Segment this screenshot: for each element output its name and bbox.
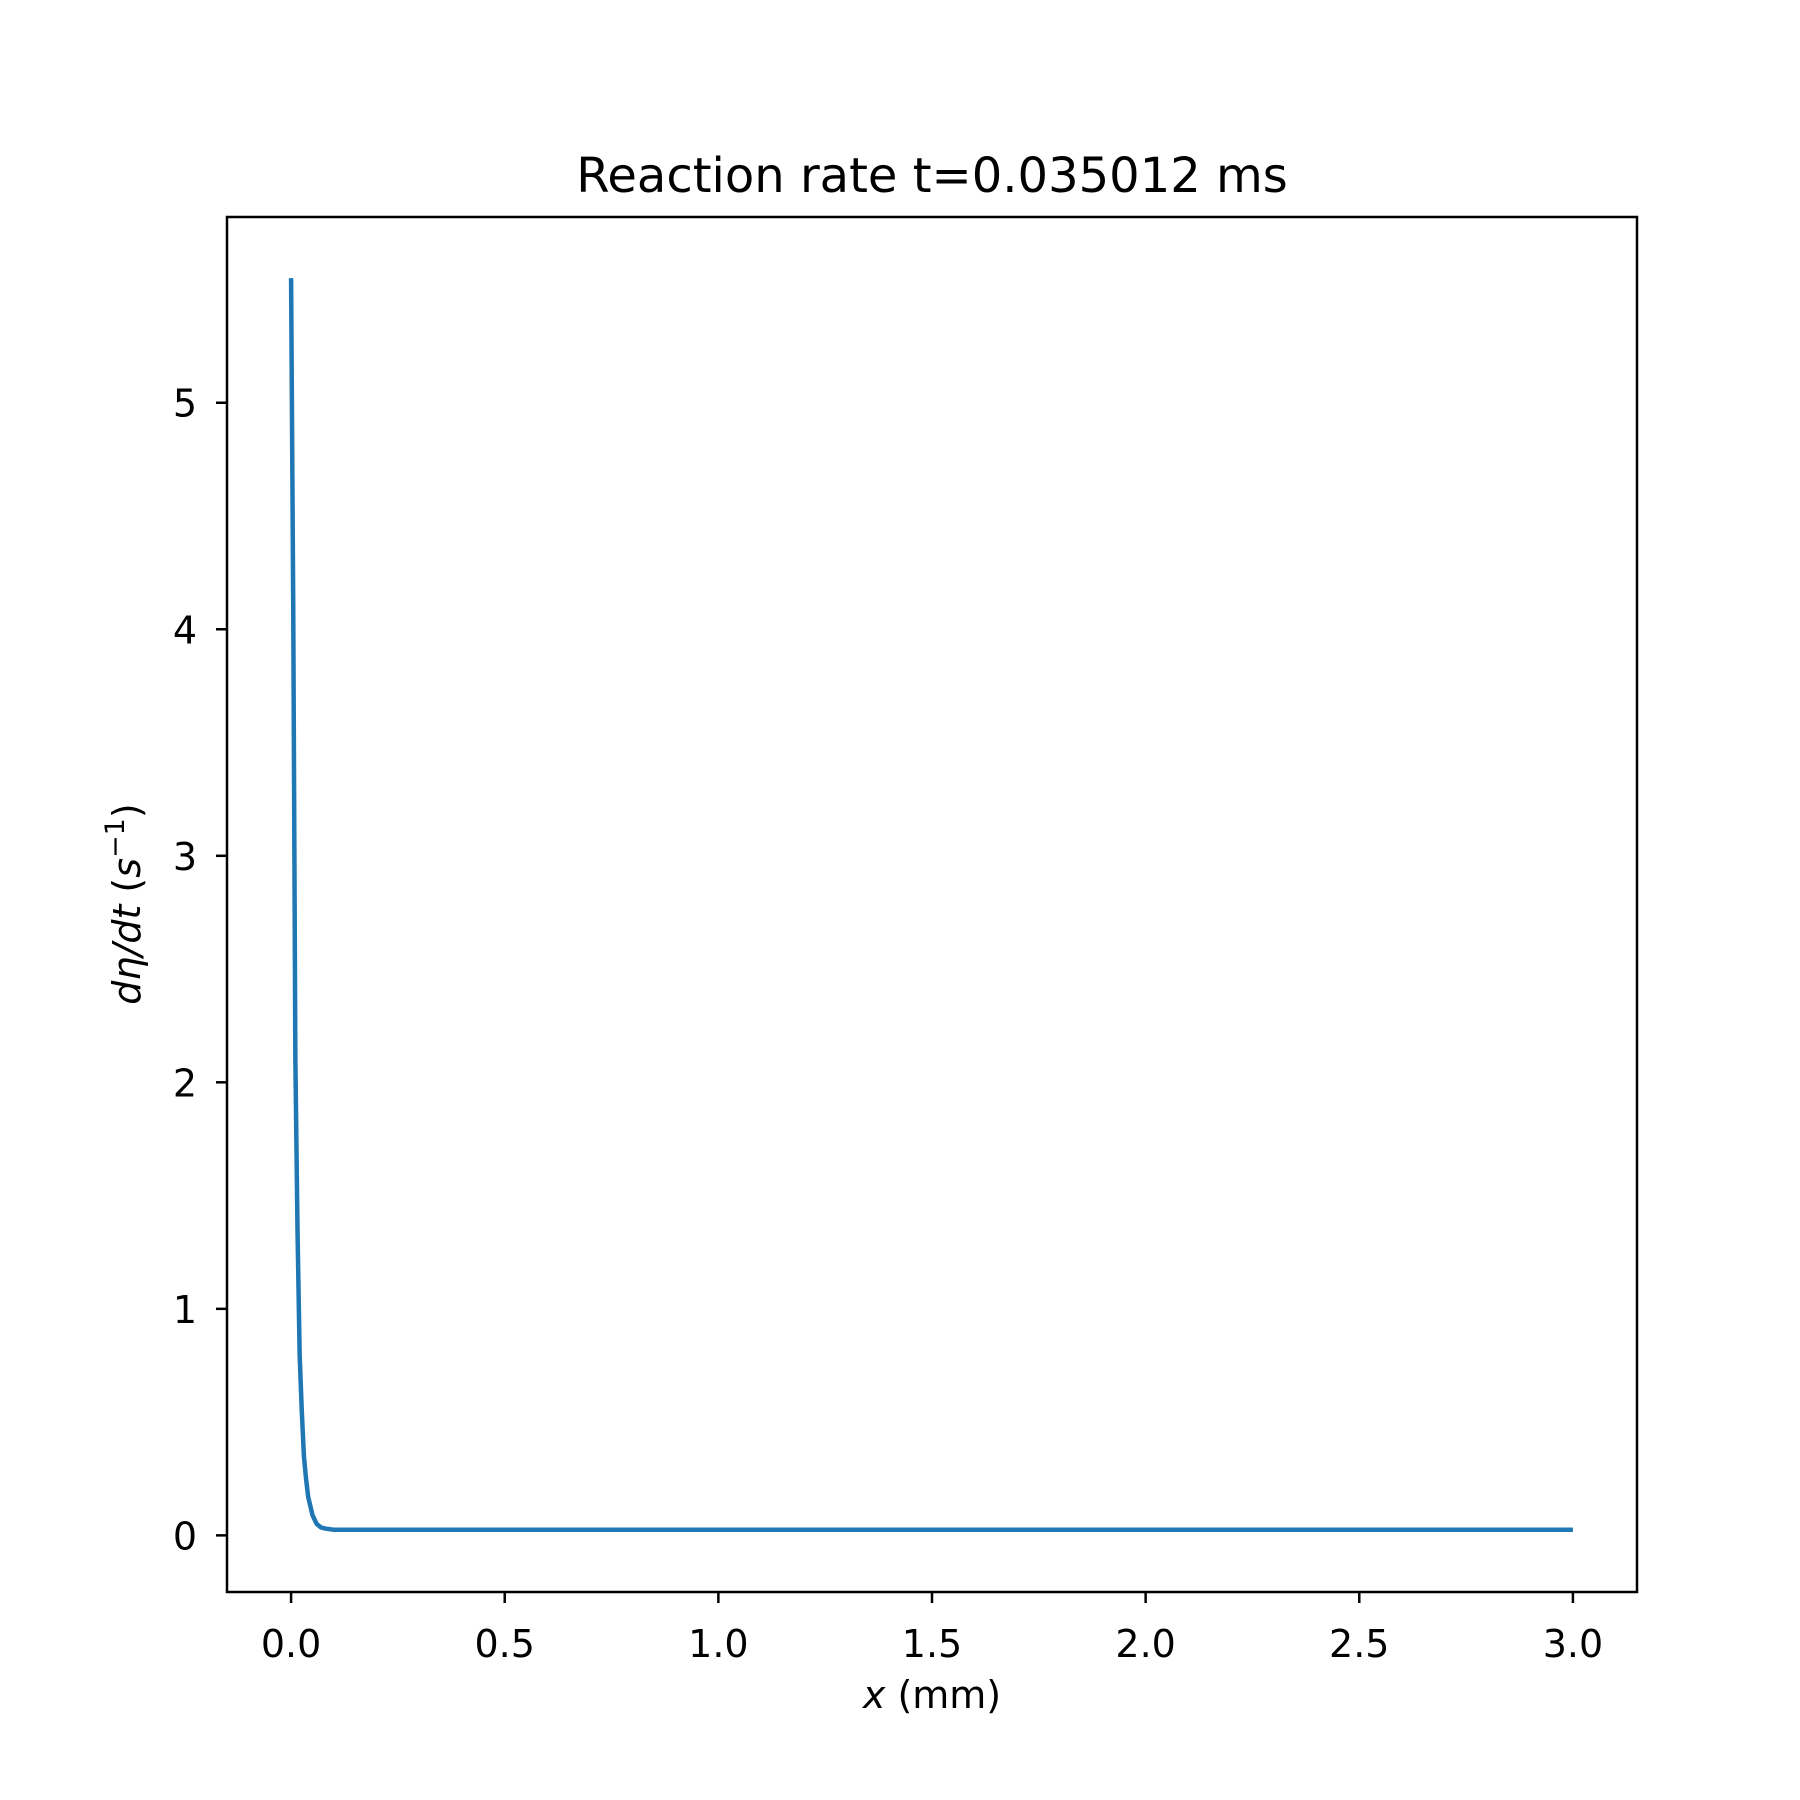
x-tick-label: 2.0: [1115, 1622, 1175, 1666]
y-axis-label-close-paren: ): [105, 803, 149, 818]
y-tick-label: 1: [173, 1288, 197, 1332]
x-tick-label: 0.5: [475, 1622, 535, 1666]
y-tick-label: 4: [173, 608, 197, 652]
x-tick-label: 3.0: [1543, 1622, 1603, 1666]
y-axis-ticks: 0 1 2 3 4 5: [173, 382, 227, 1558]
y-axis-label-unit-base: s: [105, 858, 149, 878]
y-axis-label-open-paren: (: [105, 878, 149, 905]
y-axis-label: dη/dt (s−1): [100, 803, 149, 1004]
x-tick-label: 1.5: [902, 1622, 962, 1666]
x-tick-label: 0.0: [261, 1622, 321, 1666]
x-tick-label: 2.5: [1329, 1622, 1389, 1666]
y-tick-label: 2: [173, 1061, 197, 1105]
y-tick-label: 5: [173, 382, 197, 426]
y-tick-label: 0: [173, 1514, 197, 1558]
x-tick-label: 1.0: [688, 1622, 748, 1666]
series-layer: [288, 278, 1573, 1532]
x-axis-label-variable: x: [862, 1673, 886, 1717]
y-tick-label: 3: [173, 835, 197, 879]
plot-area-frame: [225, 215, 1639, 1594]
y-axis-label-unit-exponent: −1: [100, 818, 131, 858]
series-line-0: [288, 278, 1573, 1532]
y-axis-label-variable: dη/dt: [105, 903, 149, 1005]
chart-title: Reaction rate t=0.035012 ms: [576, 148, 1288, 204]
x-axis-label-unit: (mm): [885, 1673, 1001, 1717]
x-axis-label: x (mm): [862, 1673, 1001, 1717]
x-axis-ticks: 0.0 0.5 1.0 1.5 2.0 2.5 3.0: [261, 1592, 1603, 1666]
